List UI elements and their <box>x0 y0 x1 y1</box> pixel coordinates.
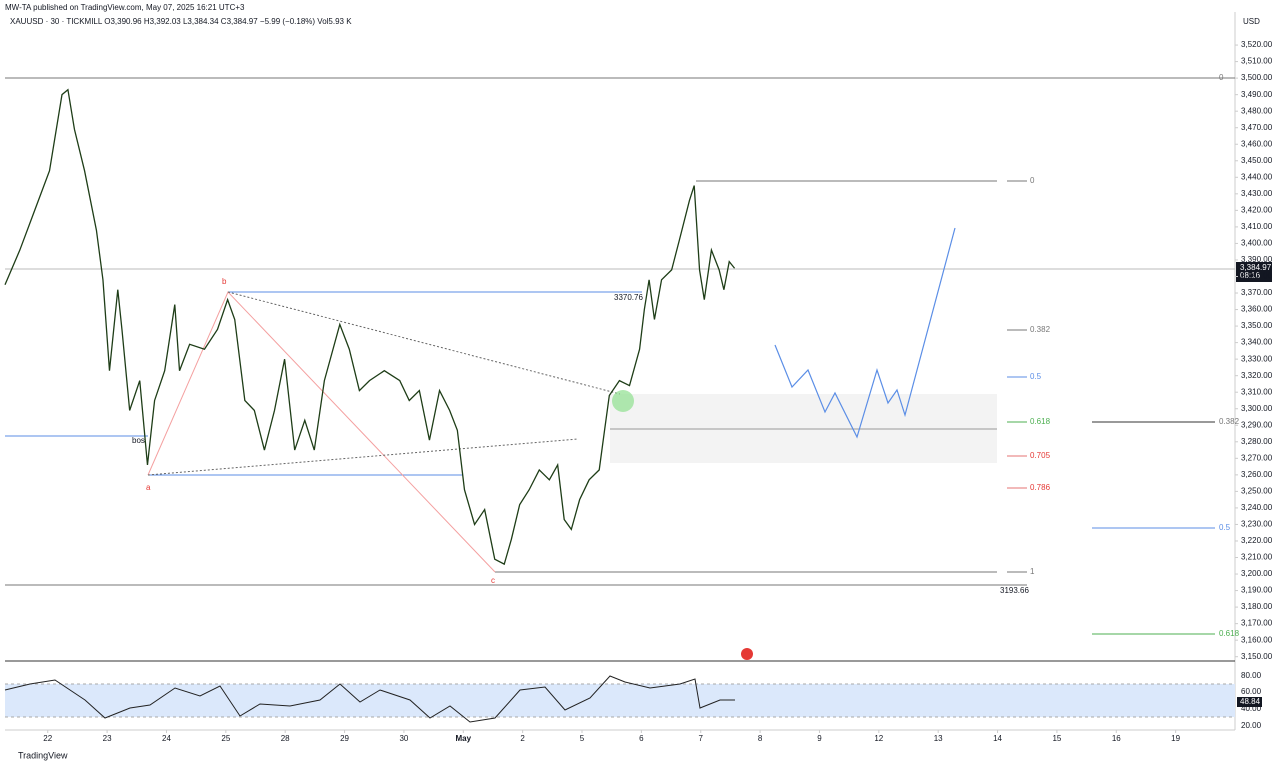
y-tick-label: 3,440.00 <box>1241 172 1273 181</box>
x-tick-label: 13 <box>934 734 943 743</box>
y-tick-label: 3,360.00 <box>1241 305 1273 314</box>
fib-label: 1 <box>1030 567 1035 576</box>
fib-label: 0.705 <box>1030 451 1051 460</box>
y-tick-label: 3,480.00 <box>1241 106 1273 115</box>
y-tick-label: 3,220.00 <box>1241 536 1273 545</box>
y-tick-label: 3,160.00 <box>1241 635 1273 644</box>
x-tick-label: 25 <box>221 734 230 743</box>
published: MW-TA published on TradingView.com, May … <box>5 3 245 12</box>
y-tick-label: 3,210.00 <box>1241 553 1273 562</box>
x-tick-label: 19 <box>1171 734 1180 743</box>
level-label: 3370.76 <box>614 293 643 302</box>
rsi-tick: 80.00 <box>1241 671 1262 680</box>
rsi-tick: 40.00 <box>1241 704 1262 713</box>
y-tick-label: 3,410.00 <box>1241 222 1273 231</box>
fib-label: 0 <box>1030 176 1035 185</box>
y-tick-label: 3,490.00 <box>1241 90 1273 99</box>
fib-label: 0.786 <box>1030 483 1051 492</box>
y-tick-label: 3,300.00 <box>1241 404 1273 413</box>
fib-far-label: 0.5 <box>1219 523 1231 532</box>
x-tick-label: May <box>456 734 472 743</box>
y-tick-label: 3,370.00 <box>1241 288 1273 297</box>
y-tick-label: 3,430.00 <box>1241 189 1273 198</box>
rsi-tick: 60.00 <box>1241 687 1262 696</box>
fib-label: 0.5 <box>1030 372 1042 381</box>
y-tick-label: 3,350.00 <box>1241 321 1273 330</box>
x-tick-label: 22 <box>43 734 52 743</box>
rsi-line <box>4 675 735 723</box>
y-tick-label: 3,500.00 <box>1241 73 1273 82</box>
rsi-tick: 20.00 <box>1241 721 1262 730</box>
bos-label: bos <box>132 436 145 445</box>
y-tick-label: 3,510.00 <box>1241 57 1273 66</box>
fib-far-label: 0.382 <box>1219 417 1240 426</box>
y-tick-label: 3,250.00 <box>1241 486 1273 495</box>
x-tick-label: 29 <box>340 734 349 743</box>
y-tick-label: 3,420.00 <box>1241 205 1273 214</box>
x-tick-label: 23 <box>103 734 112 743</box>
y-tick-label: 3,400.00 <box>1241 239 1273 248</box>
price-line-series <box>4 88 736 566</box>
y-tick-label: 3,340.00 <box>1241 338 1273 347</box>
x-tick-label: 7 <box>699 734 704 743</box>
y-tick-label: 3,330.00 <box>1241 354 1273 363</box>
fib-label: 0.382 <box>1030 325 1051 334</box>
y-tick-label: 3,390.00 <box>1241 255 1273 264</box>
y-tick-label: 3,180.00 <box>1241 602 1273 611</box>
countdown: 08:16 <box>1240 271 1261 280</box>
y-tick-label: 3,380.00 <box>1241 272 1273 281</box>
fib-ticks <box>1007 180 1215 635</box>
y-tick-label: 3,230.00 <box>1241 520 1273 529</box>
fib-far-label: 0.618 <box>1219 629 1240 638</box>
wave-label: a <box>146 483 151 492</box>
x-tick-label: 30 <box>399 734 408 743</box>
fib-far-label: 0 <box>1219 73 1224 82</box>
currency: USD <box>1243 17 1260 26</box>
x-tick-label: 6 <box>639 734 644 743</box>
plot-bg <box>5 12 1235 730</box>
marker <box>612 390 634 412</box>
footer: TradingView <box>18 750 68 760</box>
y-tick-label: 3,520.00 <box>1241 40 1273 49</box>
y-tick-label: 3,460.00 <box>1241 139 1273 148</box>
trend-line <box>227 291 621 395</box>
x-tick-label: 24 <box>162 734 171 743</box>
x-tick-label: 28 <box>281 734 290 743</box>
x-tick-label: 14 <box>993 734 1002 743</box>
y-tick-label: 3,260.00 <box>1241 470 1273 479</box>
x-tick-label: 2 <box>520 734 525 743</box>
y-tick-label: 3,470.00 <box>1241 123 1273 132</box>
event-icon <box>741 648 753 660</box>
y-tick-label: 3,310.00 <box>1241 387 1273 396</box>
y-tick-label: 3,150.00 <box>1241 652 1273 661</box>
price-box <box>1236 262 1272 282</box>
x-tick-label: 12 <box>874 734 883 743</box>
y-tick-label: 3,290.00 <box>1241 420 1273 429</box>
y-tick-label: 3,320.00 <box>1241 371 1273 380</box>
fib-label: 0.618 <box>1030 417 1051 426</box>
legend: XAUUSD · 30 · TICKMILL O3,390.96 H3,392.… <box>10 17 352 26</box>
rsi-value-box <box>1237 697 1262 707</box>
x-tick-label: 15 <box>1052 734 1061 743</box>
level-label: 3193.66 <box>1000 586 1029 595</box>
rsi-band <box>5 684 1235 717</box>
x-tick-label: 16 <box>1112 734 1121 743</box>
x-tick-label: 8 <box>758 734 763 743</box>
price-value: 3,384.97 <box>1240 263 1272 272</box>
x-tick-label: 9 <box>817 734 822 743</box>
y-tick-label: 3,280.00 <box>1241 437 1273 446</box>
projection <box>774 227 956 439</box>
y-tick-label: 3,270.00 <box>1241 453 1273 462</box>
rsi-value: 48.84 <box>1240 697 1261 706</box>
y-tick-label: 3,450.00 <box>1241 156 1273 165</box>
wave-label: c <box>491 576 495 585</box>
wave-label: b <box>222 277 227 286</box>
y-tick-label: 3,190.00 <box>1241 586 1273 595</box>
y-tick-label: 3,200.00 <box>1241 569 1273 578</box>
x-tick-label: 5 <box>580 734 585 743</box>
y-tick-label: 3,170.00 <box>1241 619 1273 628</box>
y-tick-label: 3,240.00 <box>1241 503 1273 512</box>
